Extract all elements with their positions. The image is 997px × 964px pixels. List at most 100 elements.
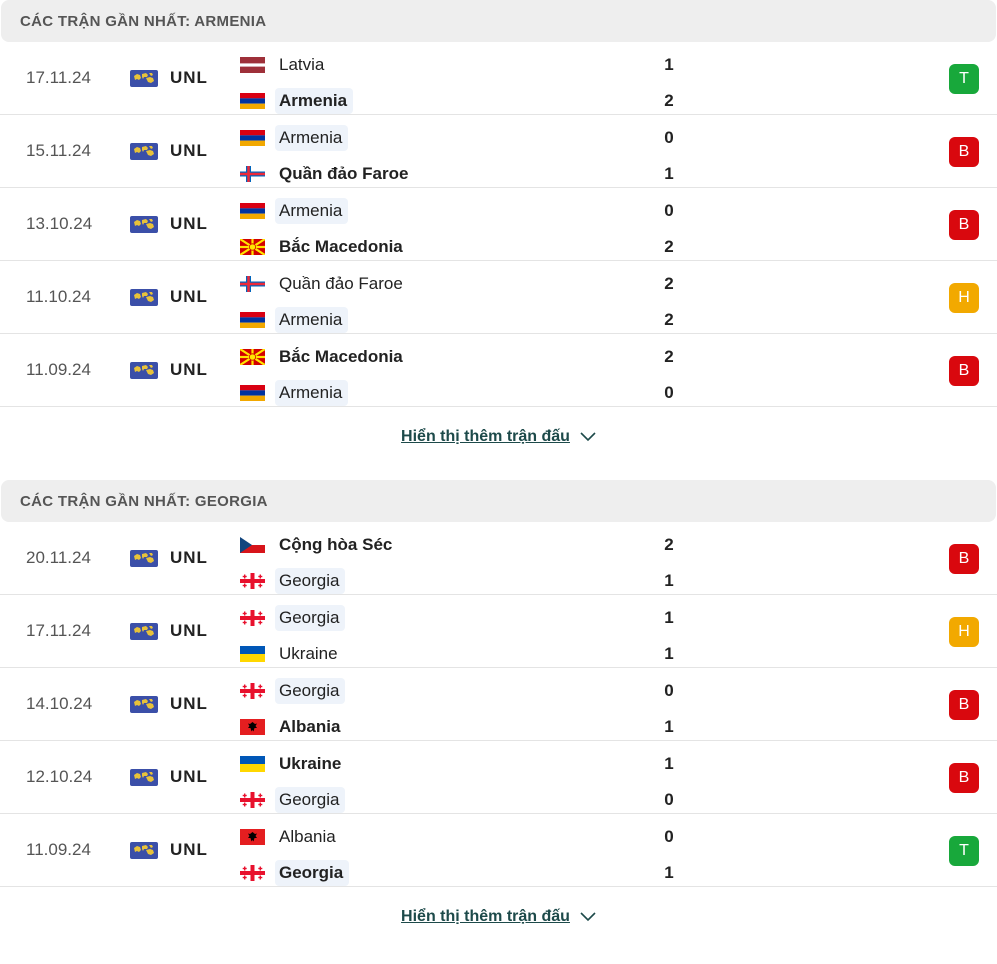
home-team[interactable]: Georgia bbox=[240, 678, 346, 704]
unl-world-map-icon bbox=[130, 143, 158, 160]
match-row[interactable]: 12.10.24 UNL Ukraine Georgia 1 0 B bbox=[0, 741, 997, 814]
home-team-name[interactable]: Latvia bbox=[279, 55, 325, 74]
home-team-name[interactable]: Armenia bbox=[275, 198, 349, 224]
show-more-label[interactable]: Hiển thị thêm trận đấu bbox=[401, 908, 570, 925]
away-team[interactable]: Georgia bbox=[240, 860, 350, 886]
away-team[interactable]: Georgia bbox=[240, 568, 346, 594]
home-score: 2 bbox=[664, 535, 674, 554]
away-team-name[interactable]: Georgia bbox=[275, 860, 350, 886]
competition-label: UNL bbox=[170, 548, 208, 567]
away-team[interactable]: Quần đảo Faroe bbox=[240, 161, 414, 187]
home-team-name[interactable]: Georgia bbox=[275, 678, 346, 704]
competition-label: UNL bbox=[170, 214, 208, 233]
home-team[interactable]: Cộng hòa Séc bbox=[240, 532, 398, 558]
georgia-flag-icon bbox=[240, 610, 265, 626]
home-team[interactable]: Armenia bbox=[240, 125, 349, 151]
away-team-name[interactable]: Ukraine bbox=[279, 644, 338, 663]
match-date: 15.11.24 bbox=[26, 141, 91, 160]
macedonia-flag-icon bbox=[240, 349, 265, 365]
away-team[interactable]: Armenia bbox=[240, 88, 354, 114]
home-score: 1 bbox=[664, 608, 674, 627]
show-more-label[interactable]: Hiển thị thêm trận đấu bbox=[401, 428, 570, 445]
section-1: CÁC TRẬN GẦN NHẤT: ARMENIA 17.11.24 UNL … bbox=[0, 0, 997, 480]
away-team[interactable]: Georgia bbox=[240, 787, 346, 813]
competition-label: UNL bbox=[170, 287, 208, 306]
away-score: 0 bbox=[664, 790, 674, 809]
home-score: 0 bbox=[664, 827, 674, 846]
away-team-name[interactable]: Bắc Macedonia bbox=[279, 237, 403, 256]
away-team[interactable]: Albania bbox=[240, 714, 346, 740]
away-team-name[interactable]: Quần đảo Faroe bbox=[279, 164, 409, 183]
home-team-name[interactable]: Armenia bbox=[275, 125, 349, 151]
match-date: 11.09.24 bbox=[26, 360, 91, 379]
home-team-name[interactable]: Albania bbox=[279, 827, 336, 846]
home-team[interactable]: Ukraine bbox=[240, 751, 347, 777]
home-team-name[interactable]: Cộng hòa Séc bbox=[279, 535, 393, 554]
unl-world-map-icon bbox=[130, 216, 158, 233]
away-team[interactable]: Ukraine bbox=[240, 641, 344, 667]
match-date: 11.10.24 bbox=[26, 287, 91, 306]
away-team-name[interactable]: Armenia bbox=[275, 307, 349, 333]
match-row[interactable]: 17.11.24 UNL Georgia Ukraine 1 1 H bbox=[0, 595, 997, 668]
away-score: 2 bbox=[664, 310, 674, 329]
home-score: 0 bbox=[664, 128, 674, 147]
away-score: 1 bbox=[664, 717, 674, 736]
unl-world-map-icon bbox=[130, 842, 158, 859]
away-score: 2 bbox=[664, 237, 674, 256]
match-row[interactable]: 11.09.24 UNL Bắc Macedonia Armenia 2 0 B bbox=[0, 334, 997, 407]
match-date: 13.10.24 bbox=[26, 214, 93, 233]
home-team[interactable]: Bắc Macedonia bbox=[240, 344, 409, 370]
section-title: CÁC TRẬN GẦN NHẤT: GEORGIA bbox=[1, 480, 996, 522]
match-row[interactable]: 13.10.24 UNL Armenia Bắc Macedonia 0 2 B bbox=[0, 188, 997, 261]
match-row[interactable]: 15.11.24 UNL Armenia Quần đảo Faroe 0 1 … bbox=[0, 115, 997, 188]
home-team[interactable]: Albania bbox=[240, 824, 342, 850]
macedonia-flag-icon bbox=[240, 239, 265, 255]
match-row[interactable]: 20.11.24 UNL Cộng hòa Séc Georgia 2 1 B bbox=[0, 522, 997, 595]
show-more-matches-link[interactable]: Hiển thị thêm trận đấu bbox=[0, 407, 997, 467]
albania-flag-icon bbox=[240, 829, 265, 845]
chevron-down-icon[interactable] bbox=[580, 432, 596, 442]
match-row[interactable]: 14.10.24 UNL Georgia Albania 0 1 B bbox=[0, 668, 997, 741]
georgia-flag-icon bbox=[240, 865, 265, 881]
home-team[interactable]: Armenia bbox=[240, 198, 349, 224]
result-badge: H bbox=[949, 617, 979, 647]
away-team[interactable]: Bắc Macedonia bbox=[240, 234, 409, 260]
match-row[interactable]: 11.10.24 UNL Quần đảo Faroe Armenia 2 2 … bbox=[0, 261, 997, 334]
away-score: 1 bbox=[664, 164, 674, 183]
away-team-name[interactable]: Armenia bbox=[275, 380, 349, 406]
chevron-down-icon[interactable] bbox=[580, 912, 596, 922]
match-row[interactable]: 17.11.24 UNL Latvia Armenia 1 2 T bbox=[0, 42, 997, 115]
away-team-name[interactable]: Georgia bbox=[275, 787, 346, 813]
unl-world-map-icon bbox=[130, 289, 158, 306]
home-team[interactable]: Quần đảo Faroe bbox=[240, 271, 409, 297]
ukraine-flag-icon bbox=[240, 756, 265, 772]
armenia-flag-icon bbox=[240, 385, 265, 401]
armenia-flag-icon bbox=[240, 93, 265, 109]
away-team-name[interactable]: Armenia bbox=[275, 88, 354, 114]
away-score: 1 bbox=[664, 571, 674, 590]
home-team[interactable]: Georgia bbox=[240, 605, 346, 631]
competition-label: UNL bbox=[170, 621, 208, 640]
home-team-name[interactable]: Bắc Macedonia bbox=[279, 347, 403, 366]
competition-label: UNL bbox=[170, 767, 208, 786]
away-team-name[interactable]: Georgia bbox=[275, 568, 346, 594]
unl-world-map-icon bbox=[130, 550, 158, 567]
away-team[interactable]: Armenia bbox=[240, 307, 349, 333]
match-date: 11.09.24 bbox=[26, 840, 91, 859]
show-more-matches-link[interactable]: Hiển thị thêm trận đấu bbox=[0, 887, 997, 947]
armenia-flag-icon bbox=[240, 130, 265, 146]
unl-world-map-icon bbox=[130, 362, 158, 379]
result-badge: B bbox=[949, 544, 979, 574]
home-team-name[interactable]: Quần đảo Faroe bbox=[279, 274, 403, 293]
unl-world-map-icon bbox=[130, 696, 158, 713]
home-team[interactable]: Latvia bbox=[240, 52, 330, 78]
match-row[interactable]: 11.09.24 UNL Albania Georgia 0 1 T bbox=[0, 814, 997, 887]
away-team[interactable]: Armenia bbox=[240, 380, 349, 406]
competition-label: UNL bbox=[170, 694, 208, 713]
home-score: 1 bbox=[664, 754, 674, 773]
away-team-name[interactable]: Albania bbox=[279, 717, 341, 736]
home-team-name[interactable]: Ukraine bbox=[279, 754, 342, 773]
georgia-flag-icon bbox=[240, 792, 265, 808]
home-team-name[interactable]: Georgia bbox=[275, 605, 346, 631]
